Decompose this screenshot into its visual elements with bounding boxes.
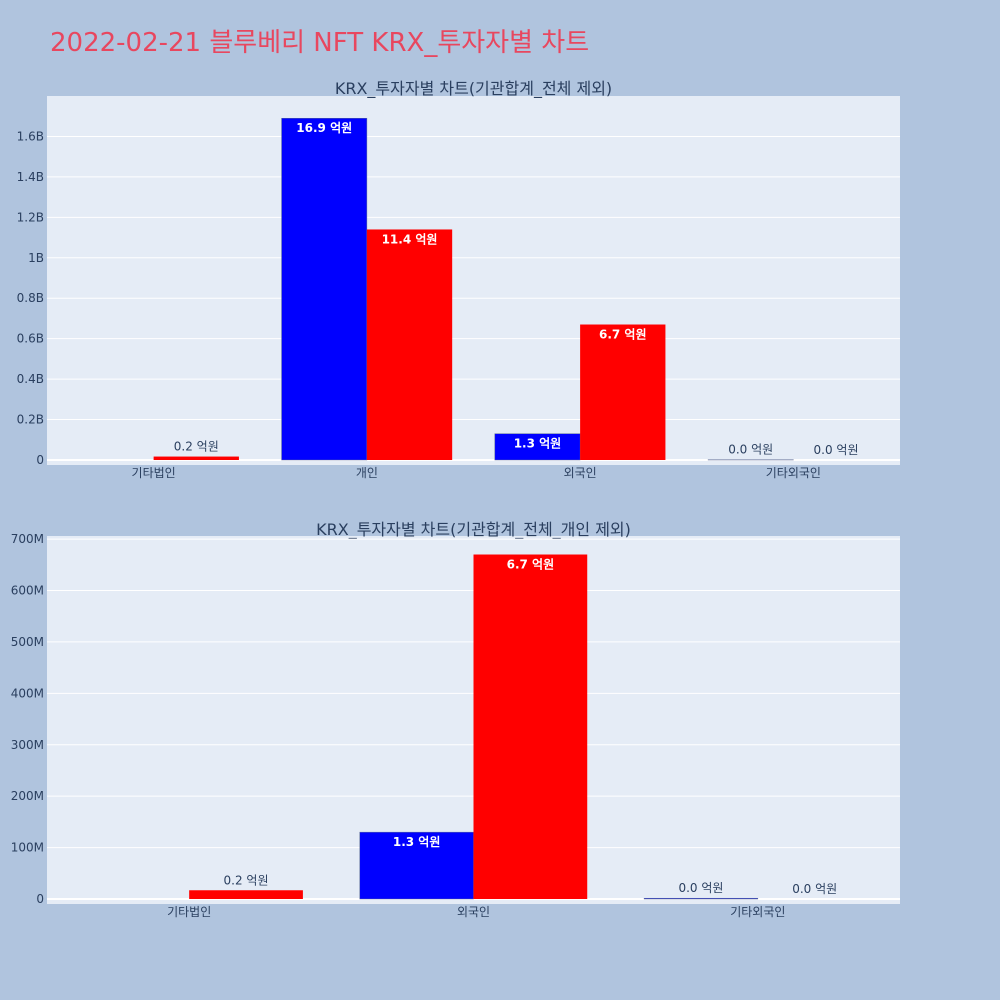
chart-title: KRX_투자자별 차트(기관합계_전체_개인 제외) — [316, 520, 631, 540]
x-tick-label: 기타외국인 — [730, 905, 785, 919]
y-tick-label: 1.4B — [17, 170, 44, 184]
bar — [580, 324, 666, 460]
data-label: 1.3 억원 — [514, 437, 562, 451]
bar — [153, 456, 239, 460]
y-tick-label: 700M — [11, 532, 44, 546]
y-tick-label: 0.2B — [17, 413, 44, 427]
y-tick-label: 500M — [11, 635, 44, 649]
x-tick-label: 외국인 — [457, 905, 490, 919]
data-label: 0.0 억원 — [728, 443, 773, 457]
plot-area — [47, 96, 900, 465]
y-tick-label: 0.8B — [17, 291, 44, 305]
y-tick-label: 0 — [36, 892, 44, 906]
y-tick-label: 1.6B — [17, 129, 44, 143]
data-label: 0.0 억원 — [814, 443, 859, 457]
bar — [643, 897, 759, 900]
x-tick-label: 개인 — [356, 466, 378, 480]
x-tick-label: 외국인 — [564, 466, 597, 480]
x-tick-label: 기타법인 — [132, 466, 176, 480]
y-tick-label: 0.4B — [17, 372, 44, 386]
y-tick-label: 0 — [36, 453, 44, 467]
x-tick-label: 기타외국인 — [766, 466, 821, 480]
data-label: 6.7 억원 — [599, 328, 647, 342]
data-label: 0.2 억원 — [224, 873, 269, 887]
y-tick-label: 0.6B — [17, 332, 44, 346]
page-title: 2022-02-21 블루베리 NFT KRX_투자자별 차트 — [50, 28, 590, 58]
bar — [473, 554, 588, 899]
bar — [494, 433, 581, 461]
bar — [366, 229, 453, 460]
bar — [189, 890, 303, 899]
data-label: 6.7 억원 — [507, 558, 555, 572]
y-tick-label: 600M — [11, 584, 44, 598]
data-label: 0.0 억원 — [678, 881, 723, 895]
y-tick-label: 1B — [28, 251, 44, 265]
y-tick-label: 100M — [11, 841, 44, 855]
data-label: 0.2 억원 — [174, 440, 219, 454]
data-label: 1.3 억원 — [393, 835, 441, 849]
y-tick-label: 1.2B — [17, 210, 44, 224]
chart-title: KRX_투자자별 차트(기관합계_전체 제외) — [335, 79, 612, 99]
data-label: 16.9 억원 — [296, 121, 352, 135]
x-tick-label: 기타법인 — [167, 905, 211, 919]
y-tick-label: 400M — [11, 686, 44, 700]
bar — [281, 117, 368, 461]
data-label: 0.0 억원 — [792, 882, 837, 896]
y-tick-label: 300M — [11, 738, 44, 752]
bar — [359, 831, 474, 900]
y-tick-label: 200M — [11, 789, 44, 803]
data-label: 11.4 억원 — [382, 232, 438, 246]
